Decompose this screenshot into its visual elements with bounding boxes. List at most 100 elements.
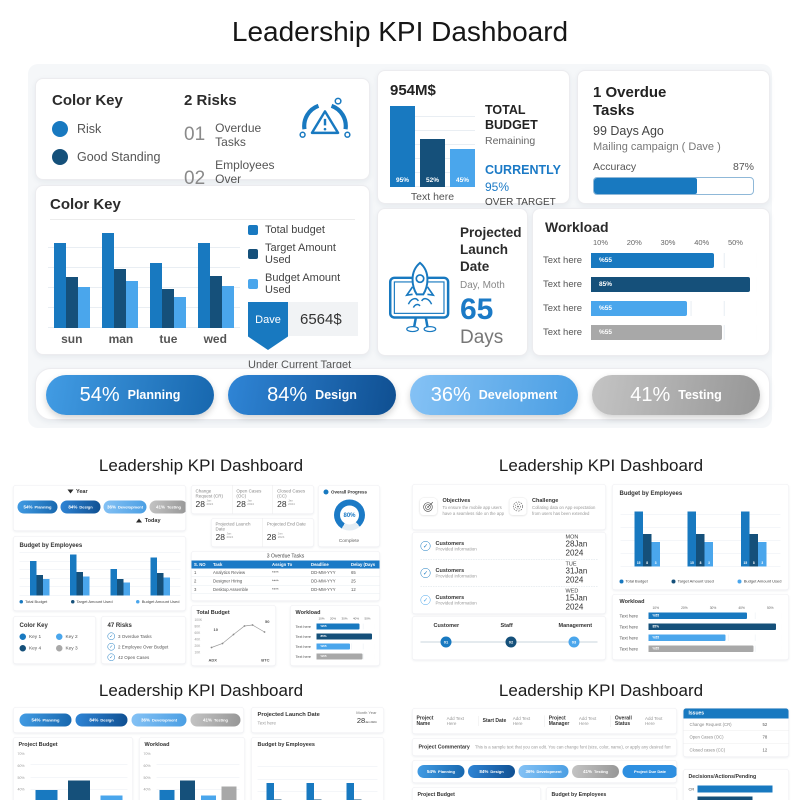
launch-sub: Text here [257,720,277,726]
divider [50,219,355,220]
mini-pill-testing: 41% Testing [190,713,241,727]
check-icon [107,643,115,651]
issues-card: Issues Change Request (CR) 52 Open Cases … [683,708,789,757]
y-label: 10K [194,651,201,655]
x-label-tue: tue [159,332,178,346]
th-task: Task [210,560,270,569]
weekly-budget-card: Color Key sun man tue wed Total budget [35,185,370,385]
timeline-card: Customer Staff Management 01 02 03 [412,616,606,660]
bar-target [114,269,126,328]
decisions-row-label: CR [688,786,695,792]
legend-label: Total Budget [625,579,648,584]
th-assign: Assign To [269,560,309,569]
workload-bar: %55 [316,653,363,660]
th-sno: S. NO [191,560,211,569]
issue-row: Open Cases (OC) 78 [683,731,789,744]
issues-header: Issues [683,708,789,719]
risk-1-label: Overdue Tasks [215,121,262,149]
timeline-label: Management [558,622,593,629]
phase-pills-strip: 54% Planning 84% Design 36% Development 41%… [35,368,770,420]
slide-thumbnail-4[interactable]: Leadership KPI Dashboard Project Name Add… [411,681,791,800]
commentary-text: This is a sample text that you can edit.… [474,744,671,750]
field-overall-status: Overall Status Add Text Here [610,715,676,727]
workload-title: Workload [619,598,645,605]
bar-target [210,276,222,328]
timeline-node-2: 02 [505,636,517,648]
annotation-10: 10 [213,627,218,633]
progress-pct: 80% [343,511,356,519]
table-row: 3 Desktop Assemble **** DD-MM-YYY 12 [191,585,380,594]
progress-donut: 80% [334,499,365,531]
risk-1-number: 01 [184,124,206,145]
mini-pill-development: 36% Development [103,500,147,514]
timeline-node-3: 03 [568,636,580,648]
challenge-text: Collating data on App expectation from u… [532,505,596,516]
legend-dot [70,600,75,604]
budget-bar-1: 95% [390,106,415,187]
bar-total: 15 [741,511,750,567]
key-dot [19,633,26,640]
budget-by-employees-card: Budget by Employees 15 8 3 15 8 3 15 8 3 [612,484,789,590]
legend-label: Budget Amount Used [141,599,180,605]
bar-target [157,573,164,596]
page-title: Leadership KPI Dashboard [231,16,569,47]
ribbon-value-box: 6564$ [288,302,358,336]
slide-thumbnail-3[interactable]: Leadership KPI Dashboard 54% Planning 84%… [12,681,390,800]
good-standing-dot [52,149,68,165]
over-target-label: OVER TARGET [485,197,556,208]
bar: %55 [100,795,123,800]
y-label: 20K [194,644,201,649]
progress-sub: Complete [338,538,360,544]
mini-pill-design: 84% Design [75,713,128,727]
kpi-closed-cases: Closed Cases (CC) 28 Jan 2024 [272,485,314,514]
project-budget-card: Project Budget 70%60%50%40%30%20%10% %55… [13,737,133,800]
chart-title: Budget by Employees [19,541,83,549]
decisions-title: Decisions/Actions/Pending [688,773,757,780]
progress-legend-dot [323,489,329,495]
slide-thumbnail-2[interactable]: Leadership KPI Dashboard Objectives To en… [411,456,791,670]
bar-used [222,285,234,328]
year-label: Year [76,488,88,495]
decisions-bar [697,796,753,800]
color-key-mini-card: Color Key Key 1 Key 2 Key 4 Key 3 [13,616,96,664]
bar: %55 [35,790,58,800]
pill-testing: 41% Testing [592,375,760,415]
workload-row-3: Text here %55 [543,301,757,316]
thumbnail-title: Leadership KPI Dashboard [98,456,304,475]
rocket-monitor-icon [388,261,450,333]
phase-pills-mini-card: 54% Planning 84% Design 36% Development 41%… [13,707,244,733]
table-row: 1 Analytics Review **** DD-MM-YYY 65 [191,568,380,577]
chart-title: Budget by Employees [257,741,315,748]
budget-amount: 954M$ [390,82,436,99]
challenge-title: Challenge [532,497,559,504]
legend-swatch-total [248,225,258,235]
launch-days-label: Days [460,326,504,348]
progress-label: Overall Progress [331,489,368,495]
bar-group-wed [198,230,234,328]
budget-by-employees-heading-card: Budget by Employees [546,787,677,800]
workload-bar: %55 [648,634,726,641]
timeline-label: Customer [433,622,460,629]
total-budget-line-card: Total Budget 100K 80K 60K 40K 20K 10K 10 50 A… [191,605,276,666]
accuracy-value: 87% [732,161,754,173]
legend-dot [671,579,676,584]
y-label: 40K [194,638,201,642]
budget-caption: Text here [410,191,455,203]
bar-total: 15 [306,783,314,800]
chart-title: Workload [144,741,170,748]
currently-pct: 95% [485,180,510,194]
currently-label: CURRENTLY [485,163,561,177]
bar-used [83,576,90,596]
slide-thumbnail-1[interactable]: Leadership KPI Dashboard Year 54% Plannin… [12,456,390,670]
project-budget-heading-card: Project Budget [412,787,541,800]
legend-label: Budget Amount Used [743,579,782,584]
bar-used [163,577,171,596]
th-deadline: Deadline [308,560,349,569]
section-heading: Project Budget [417,791,455,798]
overdue-tasks-card: 1 Overdue Tasks 99 Days Ago Mailing camp… [577,70,770,204]
risk-dot [52,121,68,137]
bar-total [29,561,37,596]
launch-title: Projected Launch Date [460,225,522,274]
